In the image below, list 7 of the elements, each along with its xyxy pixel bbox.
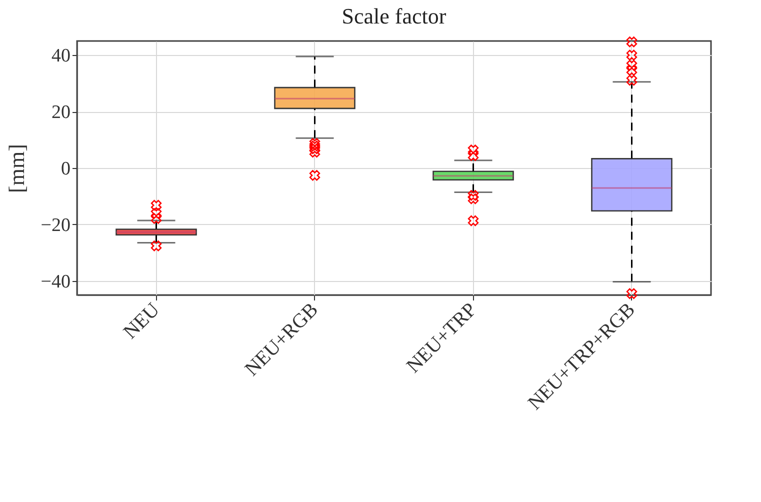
y-axis-title: [mm] bbox=[4, 144, 29, 193]
y-tick-label: 20 bbox=[52, 102, 70, 124]
chart-title: Scale factor bbox=[342, 4, 447, 29]
y-tick-label: 40 bbox=[52, 46, 70, 67]
y-tick-label: 0 bbox=[61, 158, 70, 180]
y-tick-label: −20 bbox=[40, 214, 70, 236]
y-tick-label: −40 bbox=[40, 271, 70, 292]
